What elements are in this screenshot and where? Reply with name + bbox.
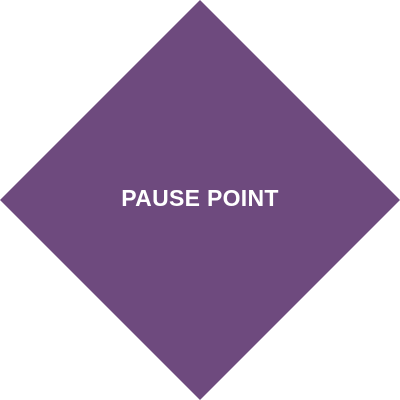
diamond-shape [0,0,400,400]
pause-point-label: PAUSE POINT [121,184,279,211]
diamond-polygon [0,0,400,400]
pause-point-canvas: PAUSE POINT [0,0,400,400]
diamond-svg [0,0,400,400]
